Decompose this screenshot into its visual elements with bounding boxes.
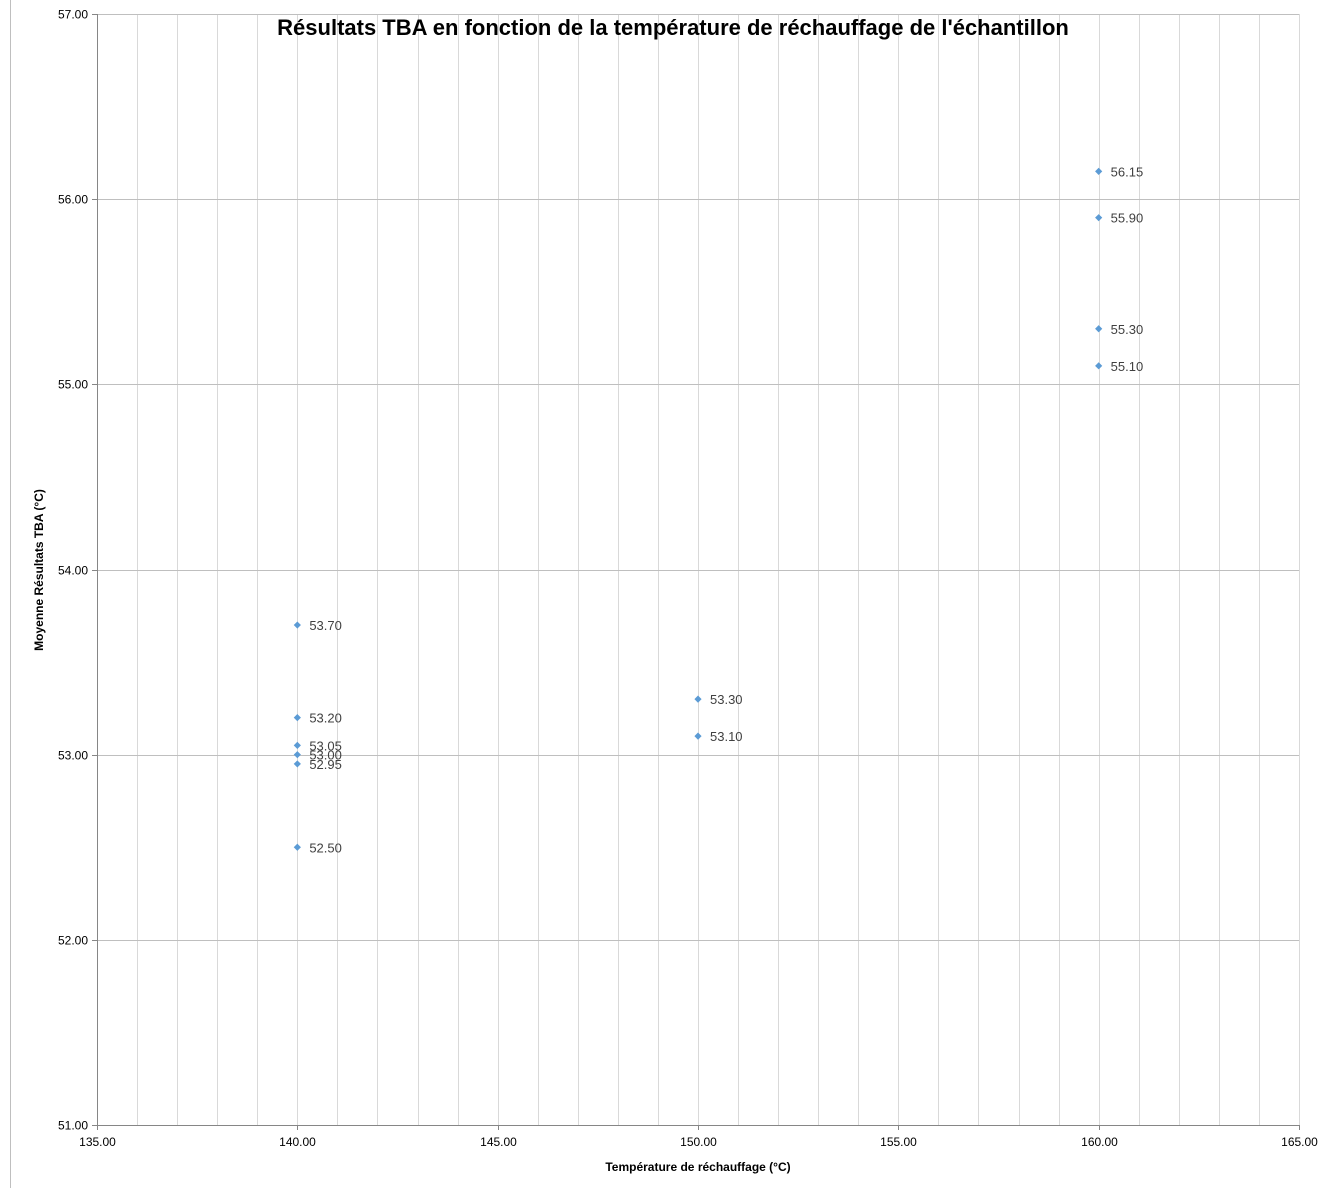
y-tick-label: 52.00	[58, 934, 88, 948]
x-tick-label: 150.00	[680, 1135, 717, 1149]
data-point	[293, 760, 301, 768]
data-points	[293, 167, 1103, 851]
data-label: 56.15	[1111, 164, 1144, 179]
data-point	[293, 714, 301, 722]
data-point	[293, 741, 301, 750]
gridlines	[97, 14, 1300, 1125]
y-tick-label: 54.00	[58, 564, 88, 578]
data-label: 53.30	[710, 692, 743, 707]
data-label: 55.90	[1111, 211, 1144, 226]
data-point	[293, 843, 301, 851]
data-label: 53.70	[309, 618, 342, 633]
x-tick-label: 165.00	[1281, 1135, 1318, 1149]
axes	[92, 14, 1300, 1130]
x-tick-label: 155.00	[880, 1135, 917, 1149]
data-label: 55.30	[1111, 322, 1144, 337]
chart-title: Résultats TBA en fonction de la températ…	[277, 15, 1069, 40]
data-point	[694, 695, 702, 703]
x-tick-label: 145.00	[480, 1135, 517, 1149]
data-label: 53.20	[309, 711, 342, 726]
data-point	[1095, 325, 1103, 333]
x-tick-label: 160.00	[1081, 1135, 1118, 1149]
x-tick-label: 140.00	[279, 1135, 316, 1149]
x-axis-title: Température de réchauffage (°C)	[605, 1160, 790, 1174]
y-tick-label: 51.00	[58, 1119, 88, 1133]
data-point	[293, 751, 301, 759]
x-tick-label: 135.00	[79, 1135, 116, 1149]
y-axis-title: Moyenne Résultats TBA (°C)	[32, 489, 46, 651]
y-tick-label: 57.00	[58, 8, 88, 22]
y-tick-label: 56.00	[58, 193, 88, 207]
data-label: 53.00	[309, 748, 342, 763]
data-label: 55.10	[1111, 359, 1144, 374]
y-tick-label: 55.00	[58, 378, 88, 392]
tick-labels: 51.00 52.00 53.00 54.00 55.00 56.00 57.00 135.0…	[58, 8, 1318, 1150]
data-point	[1095, 214, 1103, 222]
data-point	[1095, 167, 1103, 175]
data-point	[1095, 362, 1103, 370]
data-point	[694, 732, 702, 740]
left-border-line	[10, 0, 11, 1188]
y-tick-label: 53.00	[58, 749, 88, 763]
data-label: 53.05	[309, 738, 342, 753]
data-label: 52.95	[309, 757, 342, 772]
data-label: 53.10	[710, 729, 743, 744]
data-label: 52.50	[309, 840, 342, 855]
data-point	[293, 621, 301, 629]
